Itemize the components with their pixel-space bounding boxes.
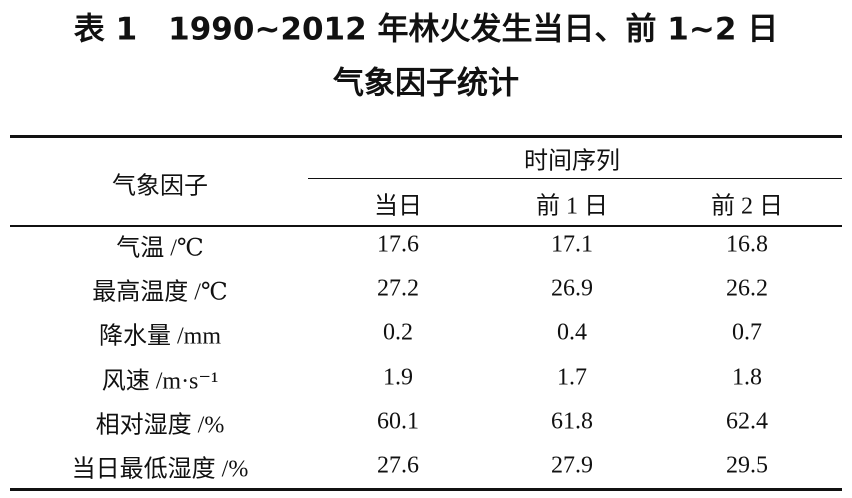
cell: 17.6 [377, 231, 419, 258]
row-label: 当日最低湿度 /% [71, 456, 249, 483]
cell: 27.6 [377, 452, 419, 479]
cell: 17.1 [551, 231, 593, 258]
cell: 26.2 [726, 275, 768, 302]
group-header: 时间序列 [524, 148, 620, 175]
cell: 27.2 [377, 275, 419, 302]
cell: 1.9 [383, 364, 413, 391]
group-rule [308, 178, 842, 179]
cell: 60.1 [377, 408, 419, 435]
cell: 0.2 [383, 319, 413, 346]
cell: 0.4 [557, 319, 587, 346]
row-label: 风速 /m·s⁻¹ [101, 368, 219, 395]
cell: 0.7 [732, 319, 762, 346]
column-header: 前 1 日 [536, 193, 608, 220]
title-line: 表 1 1990~2012 年林火发生当日、前 1~2 日 [73, 11, 779, 48]
header-rule [10, 225, 842, 227]
title-line: 气象因子统计 [333, 65, 519, 102]
cell: 62.4 [726, 408, 768, 435]
row-label: 气温 /℃ [116, 235, 204, 262]
cell: 26.9 [551, 275, 593, 302]
row-header: 气象因子 [112, 173, 208, 200]
cell: 1.7 [557, 364, 587, 391]
row-label: 最高温度 /℃ [92, 279, 228, 306]
row-label: 相对湿度 /% [95, 412, 225, 439]
cell: 16.8 [726, 231, 768, 258]
bottom-rule [10, 488, 842, 491]
cell: 27.9 [551, 452, 593, 479]
cell: 29.5 [726, 452, 768, 479]
cell: 1.8 [732, 364, 762, 391]
column-header: 前 2 日 [711, 193, 783, 220]
column-header: 当日 [374, 193, 422, 220]
row-label: 降水量 /mm [98, 323, 222, 350]
top-rule [10, 135, 842, 138]
cell: 61.8 [551, 408, 593, 435]
